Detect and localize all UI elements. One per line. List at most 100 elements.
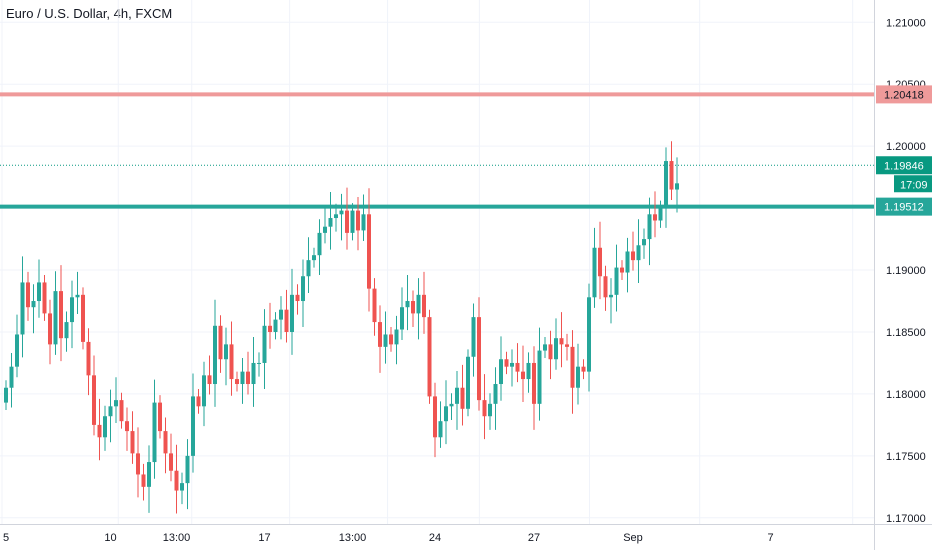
candle-body bbox=[350, 210, 355, 233]
candle-body bbox=[323, 226, 327, 233]
time-tick-label: 7 bbox=[767, 532, 773, 544]
countdown-label: 17:09 bbox=[900, 179, 928, 191]
candle-body bbox=[389, 334, 393, 345]
candle-body bbox=[548, 344, 553, 360]
candle-body bbox=[372, 288, 377, 323]
candle-body bbox=[521, 371, 525, 380]
candle-body bbox=[653, 214, 657, 221]
time-tick-label: 13:00 bbox=[339, 532, 367, 544]
candle-body bbox=[246, 371, 250, 385]
candle-body bbox=[306, 260, 311, 277]
candle-body bbox=[9, 366, 14, 388]
candle-body bbox=[59, 291, 63, 339]
candle-body bbox=[636, 245, 641, 261]
price-tick-label: 1.21000 bbox=[886, 17, 926, 29]
candle-body bbox=[119, 400, 124, 422]
price-badges: 1.20418 1.19512 1.19846 17:09 bbox=[876, 85, 932, 216]
level-price-badge-label: 1.20418 bbox=[884, 89, 924, 101]
candle-body bbox=[576, 366, 580, 388]
price-tick-label: 1.18000 bbox=[886, 389, 926, 401]
candle-body bbox=[400, 307, 404, 330]
candle-body bbox=[543, 344, 547, 351]
candle-body bbox=[515, 362, 520, 372]
price-tick-label: 1.17000 bbox=[886, 513, 926, 525]
candle-body bbox=[592, 247, 597, 298]
candle-body bbox=[647, 214, 652, 240]
candle-body bbox=[147, 462, 151, 487]
candle-body bbox=[301, 276, 305, 302]
time-axis[interactable]: 5 10 13:00 17 13:00 24 27 Sep 7 bbox=[3, 532, 774, 544]
price-tick-label: 1.17500 bbox=[886, 451, 926, 463]
candle-body bbox=[279, 309, 283, 320]
candle-body bbox=[460, 387, 465, 409]
candle-body bbox=[339, 210, 344, 215]
candle-body bbox=[48, 313, 52, 345]
candle-body bbox=[367, 214, 371, 289]
candle-body bbox=[675, 183, 679, 190]
price-tick-label: 1.20000 bbox=[886, 141, 926, 153]
candle-body bbox=[405, 301, 410, 308]
candle-body bbox=[493, 384, 498, 404]
candle-body bbox=[570, 346, 575, 388]
candle-body bbox=[614, 267, 619, 295]
price-tick-label: 1.19000 bbox=[886, 265, 926, 277]
candle-body bbox=[477, 317, 481, 401]
level-price-badge-label: 1.19512 bbox=[884, 202, 924, 214]
candle-body bbox=[196, 396, 201, 407]
candle-body bbox=[75, 294, 80, 298]
candle-body bbox=[416, 294, 421, 314]
countdown-badge bbox=[894, 175, 932, 193]
price-tick-label: 1.18500 bbox=[886, 327, 926, 339]
candle-body bbox=[4, 387, 8, 403]
candle-body bbox=[202, 375, 206, 407]
candle-body bbox=[598, 247, 602, 277]
candle-body bbox=[559, 338, 564, 345]
candle-body bbox=[625, 251, 630, 273]
candle-body bbox=[609, 294, 613, 298]
candle-body bbox=[213, 325, 217, 385]
candle-body bbox=[229, 344, 234, 380]
candle-body bbox=[136, 453, 140, 475]
candle-body bbox=[251, 362, 256, 385]
candle-body bbox=[345, 210, 349, 233]
candle-body bbox=[449, 403, 454, 407]
candle-body bbox=[603, 276, 608, 298]
candle-body bbox=[15, 334, 19, 367]
candle-body bbox=[510, 362, 514, 367]
candle-body bbox=[312, 255, 316, 261]
candle-body bbox=[455, 387, 459, 404]
candle-body bbox=[141, 474, 146, 487]
level-price-badge bbox=[876, 197, 932, 216]
candle-body bbox=[581, 366, 586, 372]
candle-body bbox=[394, 329, 399, 345]
candle-body bbox=[290, 294, 294, 332]
candle-body bbox=[174, 470, 179, 491]
candle-body bbox=[92, 375, 96, 425]
candle-body bbox=[554, 338, 558, 360]
candle-body bbox=[620, 267, 624, 273]
candle-body bbox=[207, 375, 212, 385]
candle-body bbox=[444, 406, 448, 422]
candle-body bbox=[64, 322, 69, 339]
candle-body bbox=[26, 282, 30, 308]
candle-body bbox=[433, 396, 437, 438]
candle-body bbox=[427, 317, 432, 397]
candle-body bbox=[191, 396, 195, 456]
candle-body bbox=[383, 334, 388, 347]
candle-body bbox=[411, 301, 415, 314]
candle-body bbox=[235, 379, 239, 385]
candle-body bbox=[642, 239, 646, 246]
candle-body bbox=[317, 232, 322, 256]
last-price-badge bbox=[876, 156, 932, 175]
candle-body bbox=[42, 282, 47, 314]
candle-body bbox=[70, 297, 74, 323]
candle-body bbox=[37, 282, 41, 302]
candle-body bbox=[114, 400, 118, 407]
candles bbox=[4, 141, 679, 514]
candle-body bbox=[328, 218, 333, 227]
candle-body bbox=[361, 214, 366, 231]
candle-body bbox=[295, 294, 300, 302]
candle-body bbox=[169, 453, 173, 471]
candle-body bbox=[262, 325, 267, 363]
